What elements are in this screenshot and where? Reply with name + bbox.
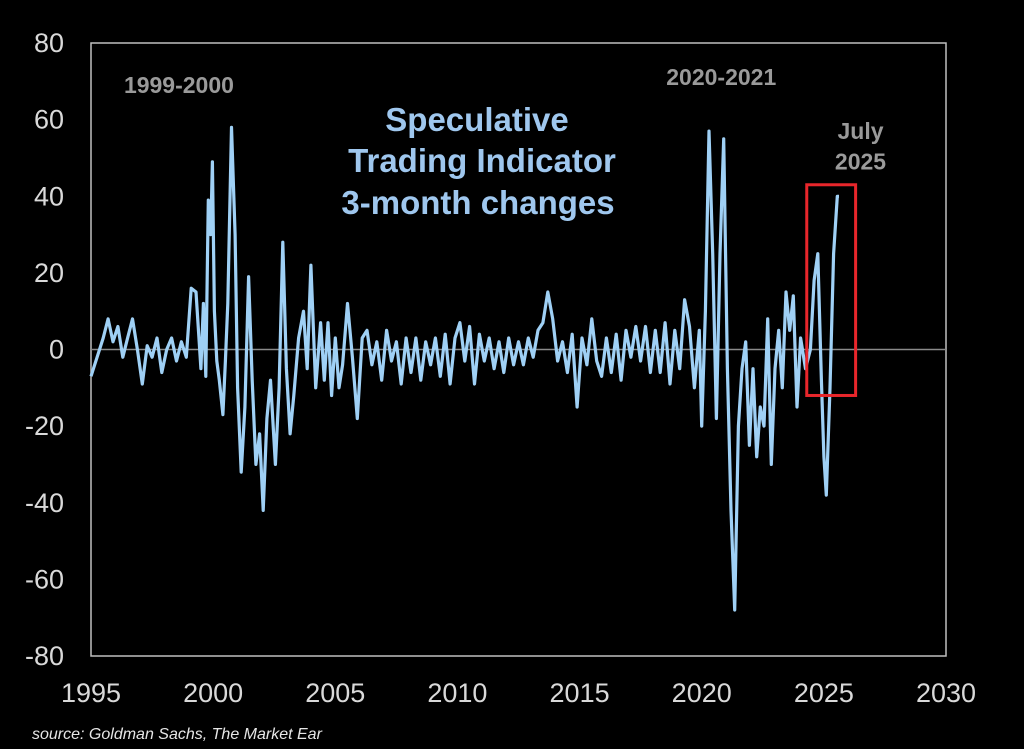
title-line-3: 3-month changes [341,184,614,221]
x-tick-label: 2025 [794,678,854,708]
y-tick-label: -20 [25,411,64,441]
x-tick-label: 1995 [61,678,121,708]
y-tick-label: 0 [49,335,64,365]
x-tick-label: 2020 [672,678,732,708]
source-note: source: Goldman Sachs, The Market Ear [32,726,322,743]
y-tick-label: -80 [25,641,64,671]
annotation: 2025 [835,148,886,174]
annotation: 2020-2021 [666,64,776,90]
series-line [89,125,839,612]
y-tick-label: -60 [25,564,64,594]
x-tick-label: 2015 [550,678,610,708]
annotations: 1999-2000 2020-2021 July 2025 [124,64,886,174]
y-tick-label: 40 [34,181,64,211]
annotation: 1999-2000 [124,72,234,98]
x-tick-label: 2005 [305,678,365,708]
x-tick-label: 2000 [183,678,243,708]
x-tick-label: 2030 [916,678,976,708]
y-tick-label: 80 [34,28,64,58]
title-line-1: Speculative [385,101,568,138]
y-tick-label: -40 [25,488,64,518]
x-tick-label: 2010 [427,678,487,708]
title-line-2: Trading Indicator [348,142,616,179]
chart-title: Speculative Trading Indicator 3-month ch… [341,101,616,221]
y-axis: 80 60 40 20 0 -20 -40 -60 -80 [25,28,64,671]
highlight-box [805,183,858,397]
annotation: July [837,118,883,144]
y-tick-label: 20 [34,258,64,288]
y-tick-label: 60 [34,105,64,135]
x-axis: 1995 2000 2005 2010 2015 2020 2025 2030 [61,678,976,708]
series-layer [89,125,839,612]
